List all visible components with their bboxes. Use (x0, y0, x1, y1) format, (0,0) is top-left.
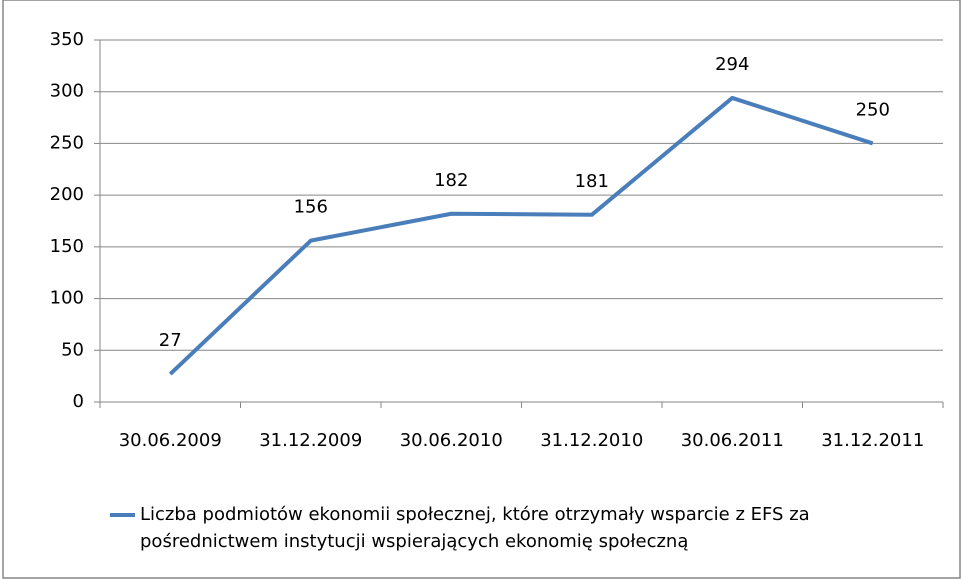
x-tick-label: 30.06.2011 (681, 430, 784, 451)
y-tick-label: 50 (61, 339, 84, 360)
x-tick-label: 31.12.2010 (540, 430, 643, 451)
data-label: 294 (715, 54, 749, 75)
data-label: 181 (575, 171, 609, 192)
data-label: 156 (294, 197, 328, 218)
y-tick-label: 300 (50, 81, 84, 102)
y-tick-label: 350 (50, 29, 84, 50)
y-tick-label: 250 (50, 132, 84, 153)
data-label: 182 (434, 170, 468, 191)
y-tick-label: 0 (73, 391, 84, 412)
y-tick-label: 100 (50, 288, 84, 309)
y-tick-label: 150 (50, 236, 84, 257)
x-tick-label: 31.12.2009 (259, 430, 362, 451)
data-label: 250 (856, 99, 890, 120)
x-tick-label: 31.12.2011 (821, 430, 924, 451)
legend-label: Liczba podmiotów ekonomii społecznej, kt… (140, 504, 810, 552)
x-tick-label: 30.06.2009 (119, 430, 222, 451)
line-series (168, 95, 874, 376)
data-label: 27 (159, 330, 182, 351)
x-tick-label: 30.06.2010 (400, 430, 503, 451)
y-tick-label: 200 (50, 184, 84, 205)
